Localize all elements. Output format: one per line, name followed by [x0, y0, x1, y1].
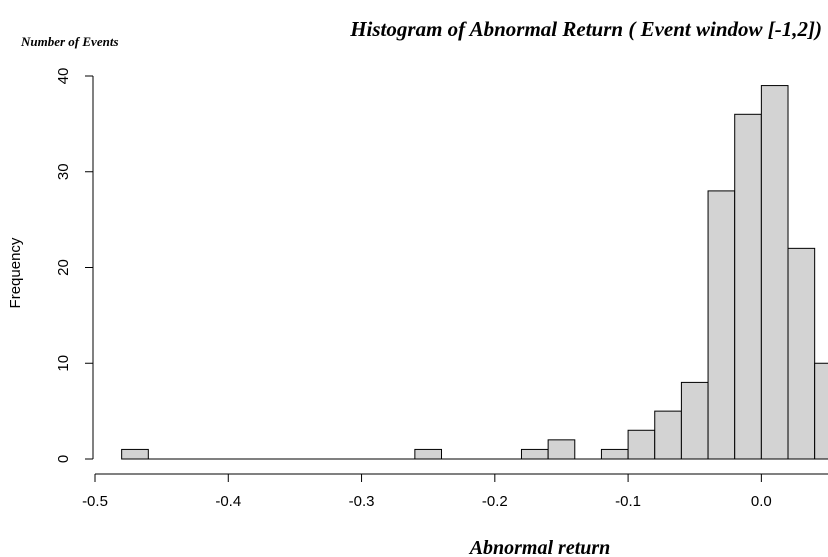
chart-title: Histogram of Abnormal Return ( Event win…: [349, 17, 822, 41]
histogram-bar-12: [814, 362, 828, 460]
y-tick-label-2: 20: [55, 259, 72, 276]
histogram-bar-5: [627, 429, 656, 460]
histogram-bar-4: [600, 448, 629, 460]
histogram-bar-10: [760, 85, 789, 460]
y-tick-label-3: 30: [55, 163, 72, 180]
histogram-bar-11: [787, 247, 816, 460]
histogram-bars: [121, 85, 828, 460]
y-tick-label-0: 0: [55, 455, 72, 463]
histogram-bar-7: [680, 381, 709, 460]
histogram-bar-6: [654, 410, 682, 460]
histogram-bar-2: [520, 448, 549, 460]
x-tick-label-0: -0.5: [82, 493, 108, 510]
histogram-bar-1: [414, 448, 443, 460]
histogram-bar-3: [547, 439, 576, 460]
x-axis-label: Abnormal return: [468, 537, 611, 557]
x-tick-label-3: -0.2: [482, 493, 508, 510]
number-of-events-label: Number of Events: [20, 34, 119, 49]
y-axis: 0 10 20 30 40: [55, 68, 94, 463]
x-axis: -0.5 -0.4 -0.3 -0.2 -0.1 0.0: [82, 473, 828, 510]
y-axis-label: Frequency: [7, 237, 24, 308]
histogram-bar-0: [121, 448, 149, 460]
x-tick-label-5: 0.0: [751, 493, 772, 510]
x-tick-label-2: -0.3: [349, 493, 375, 510]
histogram-bar-9: [734, 113, 762, 460]
y-tick-label-1: 10: [55, 355, 72, 372]
x-tick-label-4: -0.1: [615, 493, 641, 510]
x-tick-label-1: -0.4: [215, 493, 241, 510]
histogram-bar-8: [707, 190, 736, 460]
y-tick-label-4: 40: [55, 68, 72, 85]
